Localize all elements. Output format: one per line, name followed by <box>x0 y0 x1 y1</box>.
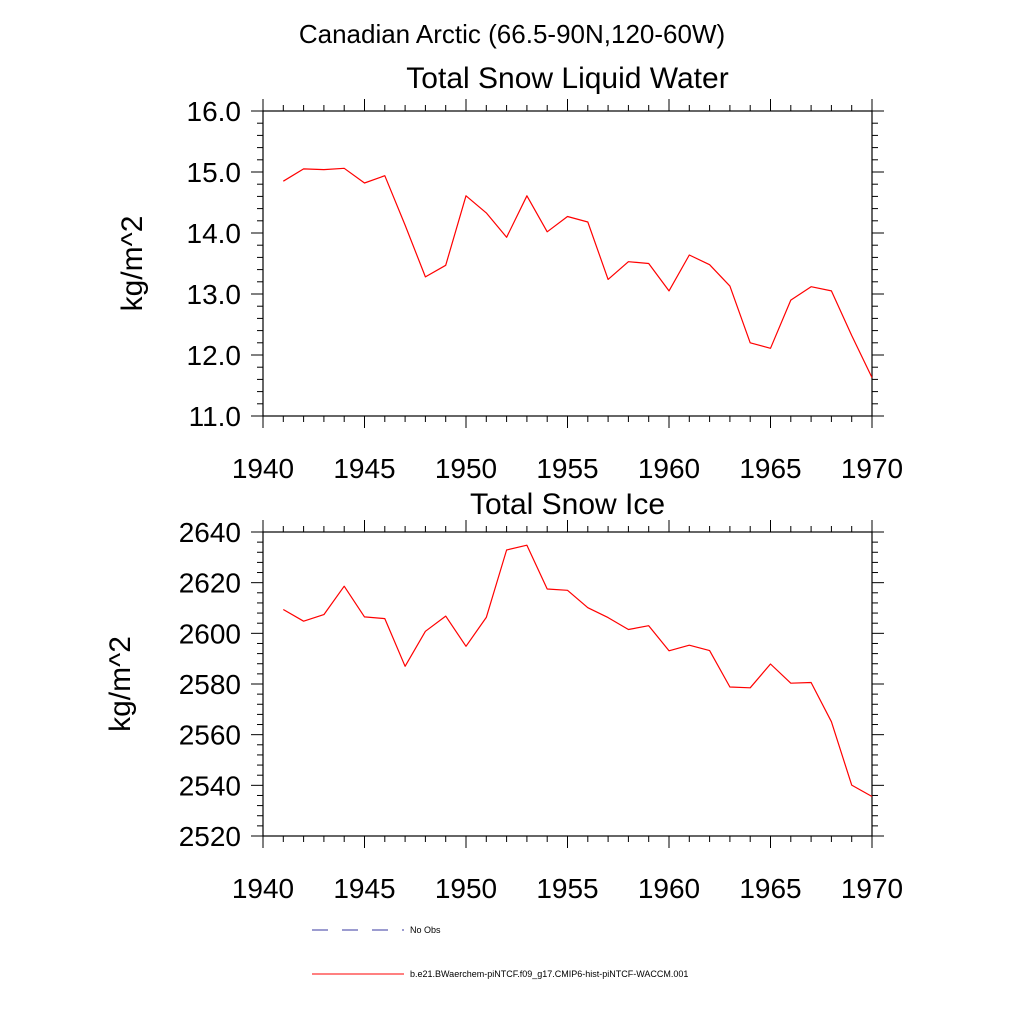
y-tick-label: 16.0 <box>187 96 242 127</box>
series-line <box>283 544 873 798</box>
x-tick-label: 1945 <box>333 873 395 904</box>
y-axis-label: kg/m^2 <box>116 216 149 312</box>
y-tick-label: 13.0 <box>187 279 242 310</box>
x-tick-label: 1970 <box>841 873 903 904</box>
x-tick-label: 1960 <box>638 873 700 904</box>
x-tick-label: 1945 <box>333 453 395 484</box>
y-axis-label: kg/m^2 <box>104 636 137 732</box>
chart-panel-snow-ice: Total Snow Ice kg/m^2 1940 1945 1950 1955 1960… <box>104 488 903 904</box>
y-tick-label: 12.0 <box>187 340 242 371</box>
x-tick-label: 1960 <box>638 453 700 484</box>
y-tick-label: 2520 <box>179 821 241 852</box>
x-tick-label: 1950 <box>435 873 497 904</box>
x-tick-label: 1940 <box>232 873 294 904</box>
y-tick-label: 2580 <box>179 669 241 700</box>
chart-panel-snow-liquid-water: Total Snow Liquid Water kg/m^2 1940 1945 195… <box>116 62 903 484</box>
chart-title: Total Snow Ice <box>470 488 665 521</box>
series-line <box>282 167 873 378</box>
y-tick-label: 2620 <box>179 568 241 599</box>
x-tick-label: 1970 <box>841 453 903 484</box>
plot-frame <box>262 531 873 837</box>
x-tick-label: 1955 <box>536 873 598 904</box>
legend: No Obs b.e21.BWaerchem-piNTCF.f09_g17.CMI… <box>312 925 688 979</box>
y-tick-label: 15.0 <box>187 157 242 188</box>
plot-frame <box>262 110 873 417</box>
x-tick-label: 1965 <box>739 873 801 904</box>
y-tick-label: 2600 <box>179 618 241 649</box>
y-tick-label: 2560 <box>179 720 241 751</box>
x-tick-label: 1965 <box>739 453 801 484</box>
y-tick-label: 11.0 <box>189 401 241 432</box>
x-tick-label: 1940 <box>232 453 294 484</box>
figure-suptitle: Canadian Arctic (66.5-90N,120-60W) <box>299 19 725 49</box>
legend-label: b.e21.BWaerchem-piNTCF.f09_g17.CMIP6-his… <box>410 969 688 979</box>
y-tick-label: 2540 <box>179 770 241 801</box>
chart-title: Total Snow Liquid Water <box>406 62 728 95</box>
y-tick-label: 2640 <box>179 517 241 548</box>
x-tick-label: 1950 <box>435 453 497 484</box>
x-tick-label: 1955 <box>536 453 598 484</box>
legend-label: No Obs <box>410 925 441 935</box>
y-tick-label: 14.0 <box>187 218 242 249</box>
